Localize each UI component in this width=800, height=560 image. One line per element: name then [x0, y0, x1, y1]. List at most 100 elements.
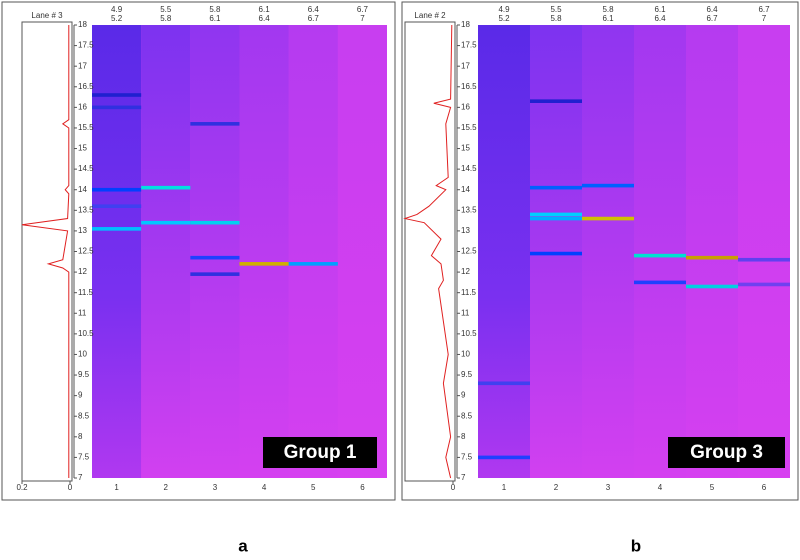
column-top-label: 5.2: [498, 14, 510, 23]
column-top-label: 6.4: [259, 14, 271, 23]
y-tick-label: 14: [78, 185, 87, 194]
column-top-label: 4.9: [498, 5, 510, 14]
band: [92, 105, 142, 110]
band: [686, 284, 738, 289]
column-top-label: 5.8: [550, 14, 562, 23]
y-tick-label: 15: [461, 144, 470, 153]
lane-fill: [92, 25, 142, 478]
column-top-label: 6.7: [308, 14, 320, 23]
column-top-label: 6.4: [706, 5, 718, 14]
y-tick-label: 17: [461, 61, 470, 70]
y-tick-label: 12.5: [78, 247, 94, 256]
y-tick-label: 16: [461, 102, 470, 111]
column-top-label: 6.4: [654, 14, 666, 23]
column-label: 5: [710, 483, 715, 492]
column-top-label: 7: [360, 14, 365, 23]
y-tick-label: 7: [78, 473, 83, 482]
band: [530, 216, 582, 221]
y-tick-label: 14.5: [461, 164, 477, 173]
column-label: 3: [213, 483, 218, 492]
band: [288, 262, 338, 266]
column-top-label: 6.1: [654, 5, 666, 14]
y-tick-label: 7: [461, 473, 466, 482]
column-top-label: 5.5: [550, 5, 562, 14]
band: [738, 282, 790, 287]
y-tick-label: 18: [78, 20, 87, 29]
band: [582, 183, 634, 188]
y-tick-label: 15.5: [461, 123, 477, 132]
y-tick-label: 14: [461, 185, 470, 194]
panel-letter: a: [238, 536, 248, 555]
y-tick-label: 9.5: [461, 370, 473, 379]
panel-frame: [401, 1, 799, 501]
column-top-label: 6.1: [259, 5, 271, 14]
column-top-label: 7: [762, 14, 767, 23]
column-top-label: 6.7: [758, 5, 770, 14]
y-tick-label: 10.5: [78, 329, 94, 338]
y-tick-label: 11: [78, 308, 87, 317]
band: [141, 185, 191, 190]
panel: Lane # 30.2 0 14.95.225.55.835.86.146.16.4…: [1, 1, 396, 555]
column-label: 4: [658, 483, 663, 492]
y-tick-label: 12: [78, 267, 87, 276]
band: [530, 99, 582, 103]
column-top-label: 6.1: [602, 14, 614, 23]
lane-fill: [141, 25, 191, 478]
y-tick-label: 17.5: [78, 41, 94, 50]
y-tick-label: 16.5: [78, 82, 94, 91]
band: [141, 220, 191, 225]
lane-fill: [634, 25, 686, 478]
group-label: Group 3: [690, 442, 763, 463]
y-tick-label: 8.5: [78, 411, 90, 420]
band: [634, 280, 686, 285]
column-top-label: 5.8: [209, 5, 221, 14]
band: [190, 255, 240, 260]
band: [530, 212, 582, 217]
panel: Lane # 20 14.95.225.55.835.86.146.16.456.…: [401, 1, 799, 555]
band: [92, 227, 142, 231]
column-top-label: 4.9: [111, 5, 123, 14]
column-top-label: 5.8: [160, 14, 172, 23]
panel-frame: [1, 1, 396, 501]
y-tick-label: 8: [461, 432, 466, 441]
y-tick-label: 13.5: [461, 205, 477, 214]
y-tick-label: 7.5: [78, 453, 90, 462]
y-tick-label: 7.5: [461, 453, 473, 462]
lane-fill: [288, 25, 338, 478]
lane-fill: [738, 25, 790, 478]
column-label: 6: [762, 483, 767, 492]
column-top-label: 6.7: [706, 14, 718, 23]
y-tick-label: 11.5: [461, 288, 477, 297]
band: [634, 253, 686, 258]
column-top-label: 5.2: [111, 14, 123, 23]
y-tick-label: 15.5: [78, 123, 94, 132]
column-top-label: 6.1: [209, 14, 221, 23]
y-tick-label: 17.5: [461, 41, 477, 50]
band: [239, 262, 289, 266]
y-tick-label: 13: [461, 226, 470, 235]
band: [686, 255, 738, 260]
trace-line: [403, 24, 453, 479]
band: [92, 93, 142, 97]
column-top-label: 5.5: [160, 5, 172, 14]
band: [530, 185, 582, 190]
band: [190, 272, 240, 276]
y-tick-label: 12.5: [461, 247, 477, 256]
y-tick-label: 14.5: [78, 164, 94, 173]
band: [478, 381, 530, 386]
group-box: [668, 437, 785, 468]
y-tick-label: 16.5: [461, 82, 477, 91]
y-tick-label: 8.5: [461, 411, 473, 420]
band: [582, 216, 634, 221]
y-tick-label: 9: [78, 391, 83, 400]
band: [92, 204, 142, 208]
y-tick-label: 15: [78, 144, 87, 153]
y-tick-label: 10: [78, 350, 87, 359]
group-box: [263, 437, 377, 468]
y-tick-label: 9.5: [78, 370, 90, 379]
column-label: 3: [606, 483, 611, 492]
panel-letter: b: [631, 536, 641, 555]
lane-fill: [190, 25, 240, 478]
lane-fill: [686, 25, 738, 478]
